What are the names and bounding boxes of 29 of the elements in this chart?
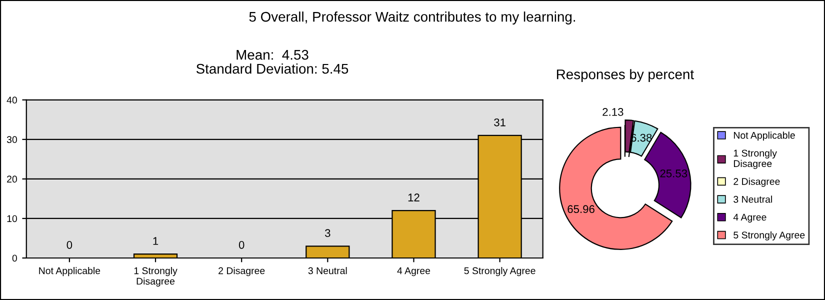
y-tick-label: 30 bbox=[6, 136, 17, 144]
y-tick-label: 20 bbox=[7, 176, 17, 183]
x-tick-label: 5 Strongly Agree bbox=[464, 267, 536, 276]
chart-subtitle: Mean: 4.53 Standard Deviation: 5.45 bbox=[196, 50, 348, 74]
x-tick-label: Not Applicable bbox=[39, 267, 100, 276]
data-label: 2.13 bbox=[602, 108, 624, 116]
chart-title: 5 Overall, Professor Waitz contributes to my learning. bbox=[249, 12, 576, 24]
data-label: 65.96 bbox=[568, 205, 594, 214]
legend-label: 4 Agree bbox=[733, 214, 766, 223]
x-tick-label: 2 Disagree bbox=[218, 267, 265, 276]
legend-label: 3 Neutral bbox=[734, 196, 772, 203]
data-label: 3 bbox=[324, 229, 330, 237]
data-label: 0 bbox=[66, 240, 72, 249]
y-tick-label: 10 bbox=[7, 215, 17, 222]
x-tick-label: 4 Agree bbox=[397, 267, 430, 276]
y-tick-label: 0 bbox=[12, 254, 17, 262]
chart-title: Responses by percent bbox=[556, 69, 694, 82]
legend-label: 5 Strongly Agree bbox=[734, 231, 805, 240]
data-label: 31 bbox=[494, 118, 506, 126]
y-tick-label: 40 bbox=[6, 96, 17, 104]
legend-label: 2 Disagree bbox=[734, 178, 780, 187]
x-tick-label: 1 Strongly Disagree bbox=[134, 267, 178, 287]
data-label: 1 bbox=[153, 237, 158, 245]
data-label: 25.53 bbox=[660, 170, 688, 178]
x-tick-label: 3 Neutral bbox=[308, 267, 347, 274]
legend-label: Not Applicable bbox=[734, 132, 795, 141]
data-label: 0 bbox=[238, 240, 244, 249]
legend-label: 1 Strongly Disagree bbox=[734, 149, 777, 169]
data-label: 12 bbox=[408, 194, 420, 202]
